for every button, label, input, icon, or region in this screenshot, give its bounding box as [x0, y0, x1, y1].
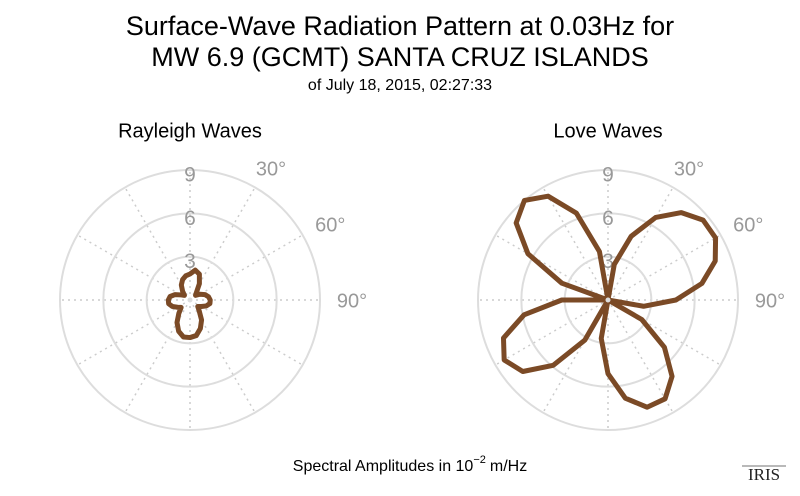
subplot-title: Love Waves [553, 120, 662, 142]
spoke [495, 234, 609, 301]
spoke [77, 234, 191, 301]
caption-unit: m/Hz [490, 458, 527, 475]
caption-text: Spectral Amplitudes in 10 [293, 458, 474, 475]
spoke [189, 299, 303, 366]
spoke [607, 187, 674, 301]
theta-tick-label: 30° [674, 159, 704, 181]
logo: IRIS [748, 465, 780, 484]
spoke [495, 299, 609, 366]
pattern-curve [500, 193, 719, 410]
title-line: Surface-Wave Radiation Pattern at 0.03Hz… [126, 11, 674, 41]
spoke [542, 299, 609, 413]
origin-dot [187, 297, 193, 303]
ring [145, 255, 235, 345]
ring [102, 212, 278, 388]
pattern-curve [165, 267, 213, 341]
caption: Spectral Amplitudes in 10−2 m/Hz [293, 454, 527, 475]
r-tick-label: 6 [602, 207, 614, 230]
ring [477, 169, 739, 431]
ring [59, 169, 321, 431]
ring [520, 212, 696, 388]
spoke [542, 187, 609, 301]
spoke [607, 234, 721, 301]
theta-tick-label: 30° [256, 159, 286, 181]
theta-tick-label: 60° [315, 214, 345, 236]
spoke [77, 299, 191, 366]
r-tick-label: 9 [184, 164, 196, 187]
theta-tick-label: 90° [755, 290, 785, 312]
origin-dot [605, 297, 611, 303]
spoke [124, 299, 191, 413]
r-tick-label: 9 [602, 164, 614, 187]
spoke [607, 299, 674, 413]
spoke [189, 299, 256, 413]
theta-tick-label: 90° [337, 290, 367, 312]
spoke [124, 187, 191, 301]
r-tick-label: 6 [184, 207, 196, 230]
spoke [189, 187, 256, 301]
title-line: MW 6.9 (GCMT) SANTA CRUZ ISLANDS [151, 42, 649, 72]
subplot-title: Rayleigh Waves [118, 120, 262, 142]
theta-tick-label: 60° [733, 214, 763, 236]
caption-exponent: −2 [473, 454, 486, 466]
r-tick-label: 3 [184, 250, 196, 273]
spoke [607, 299, 721, 366]
subtitle: of July 18, 2015, 02:27:33 [308, 77, 492, 94]
spoke [189, 234, 303, 301]
r-tick-label: 3 [602, 250, 614, 273]
